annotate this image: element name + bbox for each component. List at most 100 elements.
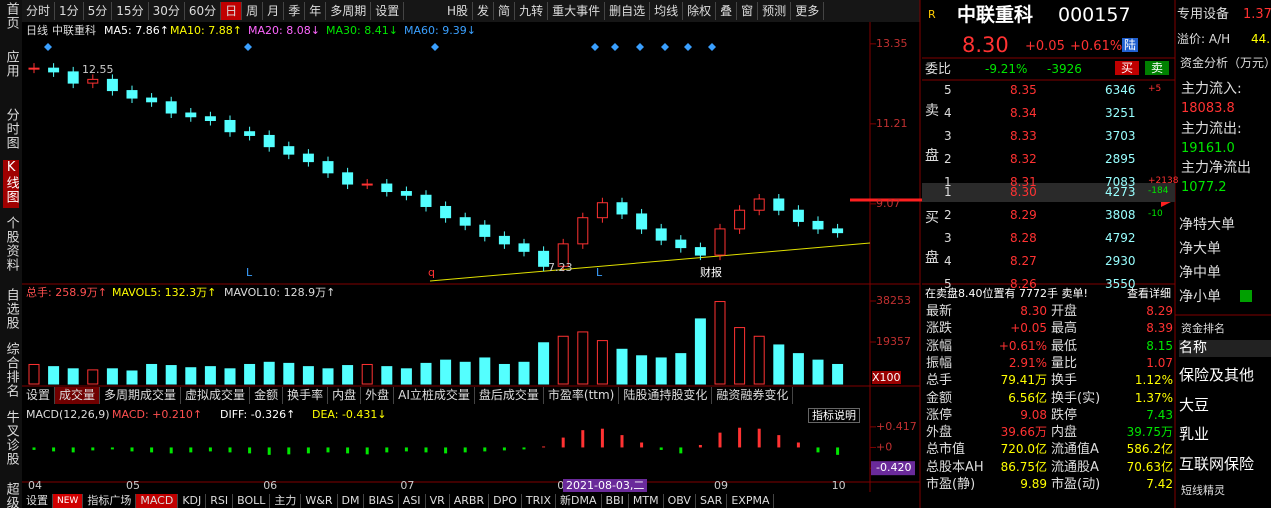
volume-bar [224,368,236,385]
tab[interactable]: 金额 [250,387,284,404]
side-label: 买 [925,210,939,226]
sell-btn[interactable]: 卖 [1145,61,1170,76]
volume-bar [420,362,432,385]
tab[interactable]: 更多 [791,2,825,20]
tab[interactable]: SAR [696,494,728,508]
tab[interactable]: 主力 [270,494,302,508]
volume-bar [263,361,275,385]
side-tab[interactable]: 个股资料 [3,216,19,272]
volume-bar [126,370,138,385]
tab[interactable]: RSI [206,494,234,508]
tab[interactable]: 分时 [22,2,56,20]
tab[interactable]: 均线 [650,2,684,20]
tab[interactable]: 除权 [683,2,717,20]
tab[interactable]: 设置 [22,387,56,404]
tab[interactable]: 九转 [515,2,549,20]
tab[interactable]: 多周期 [326,2,372,20]
tab[interactable]: MACD [136,494,179,508]
x-tick-label: 04 [28,479,42,492]
tab[interactable]: 删自选 [605,2,651,20]
side-tab[interactable]: 超级 [3,482,19,508]
tab[interactable]: 多周期成交量 [100,387,182,404]
tab[interactable]: KDJ [178,494,207,508]
side-tab[interactable]: 首页 [3,2,19,30]
detail[interactable]: 查看详细 [1127,287,1171,300]
tab[interactable]: 预测 [758,2,792,20]
level-volume: 3550 [1105,277,1136,291]
stat-label: 跌停 [1051,407,1078,423]
tab[interactable]: 新DMA [556,494,602,508]
tab[interactable]: AI立桩成交量 [394,387,475,404]
rank-item[interactable]: 大豆 [1179,395,1210,414]
side-tab[interactable]: 牛叉诊股 [3,410,19,466]
tab[interactable]: 15分 [112,2,149,20]
tab[interactable]: 指标广场 [83,494,137,508]
macd-explain[interactable]: 指标说明 [808,408,860,424]
tab[interactable]: 换手率 [283,387,329,404]
rank-item[interactable]: 互联网保险 [1179,454,1255,473]
side-tab[interactable]: K线图 [3,160,19,208]
tab[interactable]: 年 [305,2,327,20]
tab[interactable]: 成交量 [55,387,101,404]
tab[interactable]: BIAS [364,494,399,508]
tab[interactable]: 30分 [149,2,185,20]
mark-label: q [428,266,435,279]
tab[interactable]: NEW [53,494,84,508]
tab[interactable]: 窗 [737,2,759,20]
tab[interactable]: H股 [443,2,474,20]
stat-label: 流通值A [1051,442,1099,458]
tab[interactable]: EXPMA [727,494,775,508]
tab[interactable]: BOLL [233,494,271,508]
side-tab[interactable]: 分时图 [3,108,19,150]
tab[interactable]: MTM [629,494,664,508]
tab[interactable]: W&R [301,494,338,508]
stat-label: 涨跌 [926,321,953,337]
tab[interactable]: OBV [664,494,696,508]
side-tab[interactable]: 自选股 [3,288,19,330]
tab[interactable]: 发 [473,2,495,20]
rank-item[interactable]: 乳业 [1179,425,1210,443]
stat-value: +0.05 [1010,321,1047,336]
tab[interactable]: 盘后成交量 [475,387,544,404]
tab[interactable]: 虚拟成交量 [181,387,251,404]
flow-order: 净特大单 [1179,217,1235,233]
level-change: +5 [1148,84,1162,94]
tab[interactable]: 简 [494,2,516,20]
tab[interactable]: 融资融券变化 [712,387,794,404]
rank-item[interactable]: 保险及其他 [1179,366,1255,384]
stat-label: 换手(实) [1051,390,1101,406]
tab[interactable]: 5分 [84,2,113,20]
side-tab[interactable]: 应用 [3,50,19,78]
tab[interactable]: 60分 [185,2,222,20]
badge: 陆 [1122,38,1139,53]
tab[interactable]: BBI [602,494,629,508]
side-tab[interactable]: 综合排名 [3,342,19,398]
tab[interactable]: 1分 [55,2,84,20]
candle [283,146,295,155]
tab[interactable]: 设置 [371,2,405,20]
tab[interactable]: 外盘 [361,387,395,404]
tab[interactable]: 设置 [22,494,53,508]
tab[interactable]: 季 [284,2,306,20]
tab[interactable]: 市盈率(ttm) [544,387,620,404]
bid1-highlight [922,183,1175,202]
tab[interactable]: 内盘 [328,387,362,404]
stat-label: 金额 [926,390,953,406]
tab[interactable]: 重大事件 [548,2,606,20]
tab[interactable]: ASI [399,494,426,508]
tab[interactable]: DPO [489,494,522,508]
tab[interactable]: 陆股通持股变化 [619,387,713,404]
tab[interactable]: 日 [221,2,243,20]
ma-legend: 中联重科 [52,24,96,37]
tab[interactable]: DM [338,494,365,508]
tab[interactable]: 月 [263,2,285,20]
buy-btn[interactable]: 买 [1115,61,1140,76]
change: +0.05 [1025,39,1065,54]
tab[interactable]: ARBR [450,494,490,508]
x-tick-label: 06 [263,479,277,492]
tab[interactable]: VR [426,494,450,508]
tab[interactable]: TRIX [522,494,557,508]
tab[interactable]: 叠 [716,2,738,20]
candle [322,161,334,174]
tab[interactable]: 周 [242,2,264,20]
